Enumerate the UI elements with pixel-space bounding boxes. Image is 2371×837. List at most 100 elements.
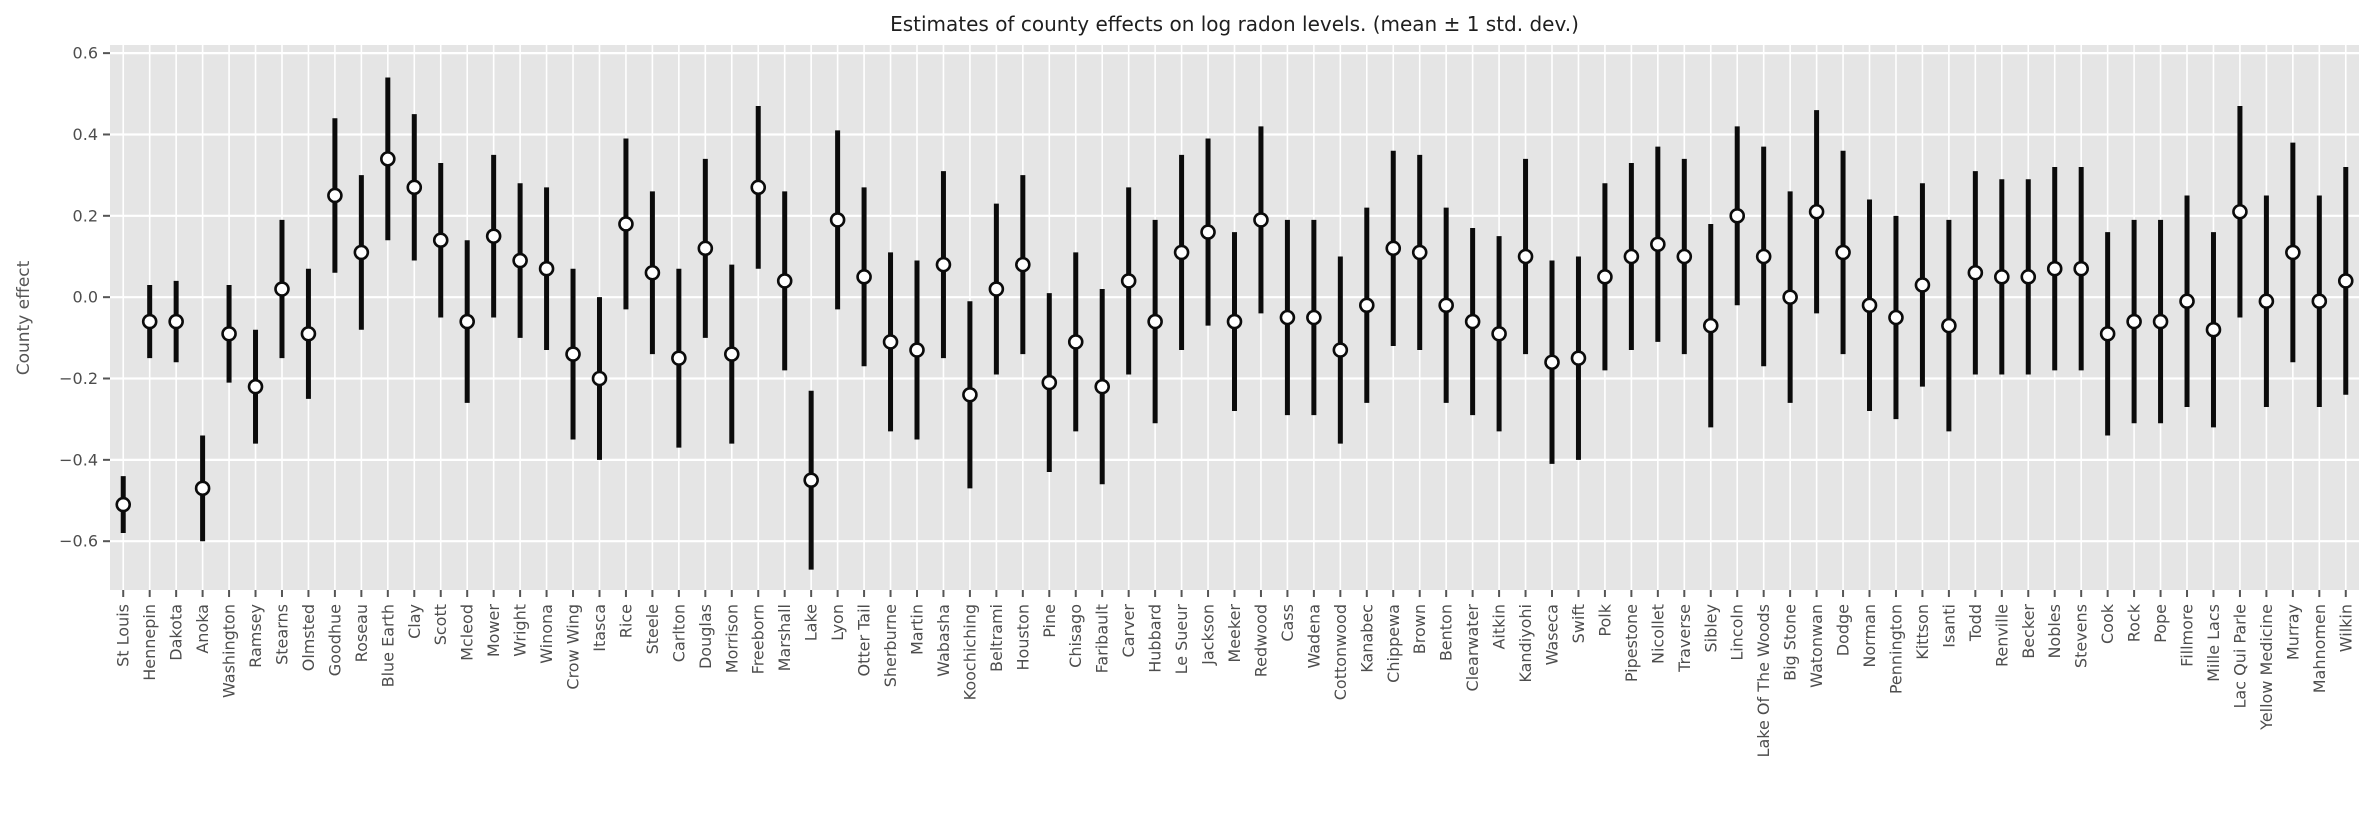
x-axis: St Louis Hennepin Dakota Anoka Washington Ram… [114, 590, 2355, 757]
error-bar-group [1226, 232, 1243, 412]
x-tick-label: Faribault [1093, 604, 1112, 673]
mean-marker [1676, 248, 1693, 265]
mean-marker [1597, 269, 1613, 285]
error-bar-group [1385, 150, 1402, 346]
error-bar-group [2337, 167, 2354, 395]
error-bar-group [2073, 167, 2089, 371]
y-tick-label: −0.2 [59, 369, 98, 388]
error-bar-group [1041, 293, 1058, 473]
error-bar-group [1861, 199, 1878, 412]
x-tick-label: Steele [643, 604, 662, 654]
mean-marker [1544, 354, 1560, 371]
mean-marker [1438, 297, 1454, 314]
error-bar-group [221, 284, 237, 383]
x-tick-label: Polk [1595, 603, 1614, 636]
x-tick-label: Lincoln [1728, 604, 1747, 661]
mean-marker [1623, 248, 1640, 265]
error-bar-group [380, 77, 396, 241]
mean-marker [644, 264, 661, 281]
error-bar-group [168, 280, 184, 363]
mean-marker [1994, 269, 2010, 285]
error-bar-group [2152, 219, 2169, 424]
error-bar-group [1570, 256, 1587, 460]
x-tick-label: Itasca [590, 604, 609, 652]
x-tick-label: Renville [1992, 604, 2011, 667]
mean-marker [618, 216, 634, 232]
x-tick-label: Watonwan [1807, 604, 1826, 688]
mean-marker [194, 480, 211, 497]
mean-marker [141, 313, 158, 330]
error-bar-group [1464, 228, 1481, 416]
mean-marker [247, 378, 264, 395]
x-tick-label: Kanabec [1357, 604, 1376, 673]
mean-marker [459, 313, 475, 330]
x-tick-label: Traverse [1675, 604, 1694, 673]
error-bar-group [1597, 183, 1613, 371]
error-bar-group [485, 154, 502, 318]
mean-marker [803, 472, 819, 488]
mean-marker [1755, 248, 1772, 265]
error-bar-group [141, 284, 158, 359]
y-axis: −0.6 −0.4 −0.2 0.0 0.2 0.4 0.6 [59, 44, 110, 551]
x-tick-label: Scott [431, 604, 450, 645]
mean-marker [1253, 212, 1269, 228]
y-tick-label: 0.2 [73, 206, 98, 225]
x-tick-label: Redwood [1251, 604, 1270, 677]
x-tick-label: St Louis [114, 604, 133, 667]
x-tick-label: Wright [511, 604, 530, 657]
mean-marker [750, 179, 767, 196]
x-tick-label: Chisago [1066, 604, 1085, 668]
error-bar-group [1438, 207, 1454, 403]
x-tick-label: Becker [2019, 604, 2038, 659]
x-tick-label: Pine [1040, 604, 1059, 638]
mean-marker [1941, 317, 1957, 334]
mean-marker [406, 179, 423, 196]
error-bar-group [1702, 223, 1719, 428]
mean-marker [380, 151, 396, 167]
x-tick-label: Koochiching [960, 604, 979, 700]
x-tick-label: Lac Qui Parle [2230, 604, 2249, 708]
error-bar-group [2258, 195, 2275, 407]
error-bar-series [115, 77, 2354, 570]
x-tick-label: Le Sueur [1172, 604, 1191, 675]
mean-marker [1702, 317, 1719, 334]
mean-marker [1888, 309, 1904, 326]
error-bar-group [803, 390, 819, 570]
mean-marker [829, 212, 846, 228]
error-bar-group [1067, 252, 1084, 432]
x-tick-label: Meeker [1225, 604, 1244, 663]
x-tick-label: Clay [405, 604, 424, 639]
error-bar-group [1676, 158, 1693, 355]
error-bar-group [1623, 162, 1640, 351]
mean-marker [1358, 297, 1375, 314]
y-tick-label: 0.6 [73, 44, 98, 63]
mean-marker [2126, 313, 2142, 330]
error-bar-group [512, 183, 528, 338]
mean-marker [274, 281, 290, 297]
x-tick-label: Anoka [193, 604, 212, 654]
mean-marker [2073, 260, 2089, 277]
mean-marker [565, 346, 581, 362]
x-tick-label: Swift [1569, 604, 1588, 643]
mean-marker [1782, 289, 1798, 305]
error-bar-group [1491, 236, 1507, 432]
chart-title: Estimates of county effects on log radon… [890, 12, 1579, 36]
error-bar-group [406, 114, 423, 261]
error-bar-group [829, 130, 846, 310]
error-bar-group [882, 252, 899, 432]
x-tick-label: Marshall [775, 604, 794, 671]
error-bar-group [194, 435, 211, 542]
mean-marker [1835, 244, 1851, 261]
mean-marker [300, 325, 317, 342]
x-tick-label: Martin [907, 604, 926, 655]
error-bar-group [1967, 171, 1984, 375]
x-tick-label: Winona [537, 604, 556, 664]
error-bar-group [247, 329, 264, 444]
error-bar-group [1279, 219, 1296, 416]
mean-marker [1729, 208, 1746, 224]
error-bar-group [1914, 183, 1931, 387]
mean-marker [1650, 236, 1666, 253]
error-bar-group [2232, 106, 2248, 318]
error-bar-group [1729, 126, 1746, 306]
error-bar-group [856, 187, 872, 367]
